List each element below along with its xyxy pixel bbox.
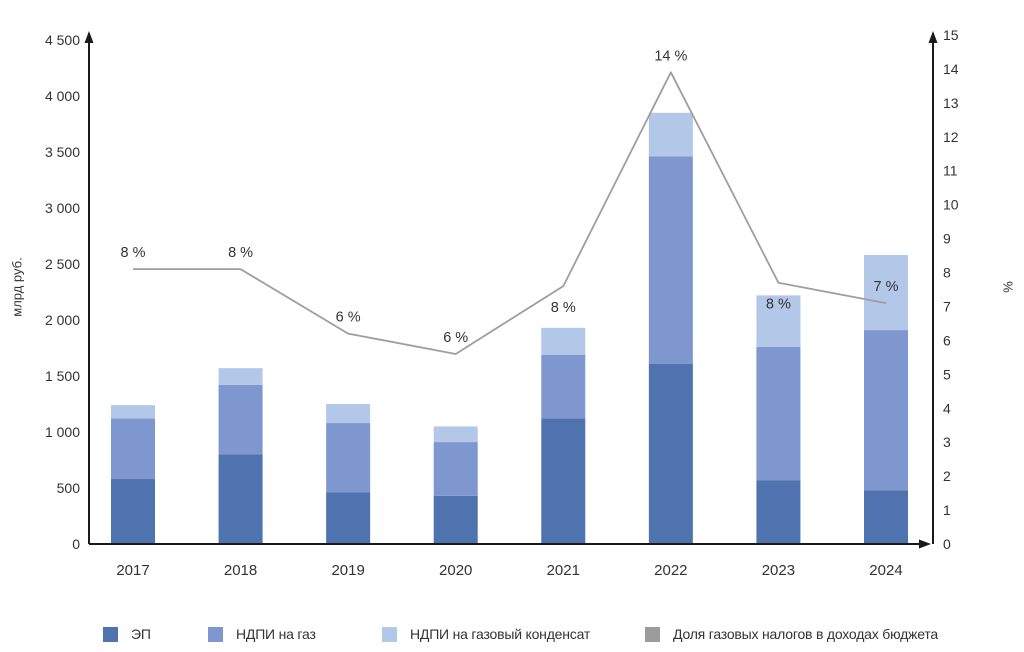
bar-segment-2018-s1 (218, 384, 263, 455)
line-point-label: 6 % (336, 310, 361, 326)
right-axis-tick-label: 13 (943, 95, 959, 111)
legend-label: НДПИ на газовый конденсат (410, 626, 591, 642)
right-axis-tick-label: 12 (943, 129, 959, 145)
line-point-label: 8 % (766, 297, 791, 313)
line-point-label: 8 % (121, 245, 146, 261)
percentage-line (133, 71, 887, 355)
left-axis-arrowhead (84, 31, 94, 43)
legend-label: Доля газовых налогов в доходах бюджета (673, 626, 938, 642)
legend-item-budget-share: Доля газовых налогов в доходах бюджета (645, 626, 938, 642)
legend-item-ndpi-condensate: НДПИ на газовый конденсат (382, 626, 590, 642)
bar-segment-2019-s0 (326, 492, 371, 544)
legend-swatch-ndpi-condensate (382, 626, 397, 642)
bar-segment-2022-s2 (648, 112, 693, 157)
left-axis-title: млрд руб. (9, 257, 25, 317)
right-axis-tick-label: 5 (943, 366, 951, 382)
bar-segment-2018-s0 (218, 454, 263, 544)
line-point-label: 7 % (873, 279, 898, 295)
right-axis-arrowhead (928, 31, 938, 43)
combo-chart: 0 500 1 000 1 500 2 000 2 500 3 000 3 500 4 000 4… (45, 27, 959, 579)
left-axis-tick-label: 2 000 (45, 312, 80, 328)
right-axis-tick-label: 7 (943, 298, 951, 314)
x-axis-category-label: 2018 (224, 562, 257, 579)
right-axis-tick-label: 11 (943, 163, 958, 179)
line-point-label: 6 % (443, 330, 468, 346)
bar-segment-2020-s2 (433, 426, 478, 443)
left-axis-tick-label: 1 000 (45, 424, 80, 440)
legend-label: ЭП (131, 626, 151, 642)
bar-segment-2023-s1 (756, 346, 801, 481)
legend-swatch-budget-share (645, 626, 660, 642)
right-axis-tick-label: 3 (943, 434, 951, 450)
legend-swatch-ndpi-gas (208, 626, 223, 642)
bar-segment-2019-s2 (326, 404, 371, 424)
x-axis-category-label: 2020 (439, 562, 472, 579)
x-axis-category-label: 2019 (331, 562, 364, 579)
x-axis-category-label: 2022 (654, 562, 687, 579)
left-axis-tick-label: 3 000 (45, 200, 80, 216)
bar-segment-2022-s1 (648, 156, 693, 364)
bar-segment-2024-s0 (863, 490, 908, 544)
right-axis-tick-label: 14 (943, 61, 959, 77)
bar-segment-2024-s1 (863, 330, 908, 491)
right-axis-tick-label: 4 (943, 400, 951, 416)
bar-segment-2017-s2 (111, 405, 155, 419)
legend-item-ep: ЭП (103, 626, 151, 642)
right-axis-tick-label: 0 (943, 536, 951, 552)
bar-segment-2019-s1 (326, 423, 371, 493)
x-axis-category-label: 2021 (547, 562, 580, 579)
x-axis-category-label: 2017 (116, 562, 149, 579)
x-axis-arrowhead (919, 539, 931, 549)
right-axis-tick-label: 8 (943, 265, 951, 281)
bar-segment-2022-s0 (648, 363, 693, 544)
left-axis-tick-label: 1 500 (45, 368, 80, 384)
bar-segment-2020-s0 (433, 495, 478, 544)
left-axis-tick-label: 3 500 (45, 144, 80, 160)
x-axis-category-label: 2023 (762, 562, 795, 579)
left-axis-tick-label: 4 000 (45, 88, 80, 104)
right-axis-tick-label: 10 (943, 197, 959, 213)
right-axis-tick-label: 9 (943, 231, 951, 247)
bar-segment-2020-s1 (433, 442, 478, 496)
bar-segment-2021-s0 (541, 418, 586, 544)
left-axis-tick-label: 500 (57, 480, 81, 496)
right-axis-tick-label: 1 (943, 502, 951, 518)
x-axis-category-label: 2024 (869, 562, 902, 579)
left-axis-tick-label: 4 500 (45, 32, 80, 48)
legend-item-ndpi-gas: НДПИ на газ (208, 626, 316, 642)
right-axis-tick-label: 6 (943, 332, 951, 348)
legend-swatch-ep (103, 626, 118, 642)
right-axis-title: % (1000, 281, 1016, 293)
right-axis-tick-label: 15 (943, 27, 959, 43)
legend-label: НДПИ на газ (236, 626, 316, 642)
bar-segment-2018-s2 (218, 368, 263, 385)
bar-segment-2021-s2 (541, 327, 586, 355)
right-axis-tick-label: 2 (943, 468, 951, 484)
left-axis-tick-label: 2 500 (45, 256, 80, 272)
line-point-label: 14 % (654, 48, 687, 64)
bar-segment-2023-s0 (756, 480, 801, 544)
bar-segment-2017-s0 (111, 479, 155, 544)
bar-segment-2024-s2 (863, 255, 908, 331)
line-point-label: 8 % (551, 300, 576, 316)
bar-segment-2017-s1 (111, 418, 155, 480)
line-point-label: 8 % (228, 245, 253, 261)
bar-segment-2023-s2 (756, 295, 801, 347)
left-axis-tick-label: 0 (72, 536, 80, 552)
bar-segment-2021-s1 (541, 354, 586, 419)
